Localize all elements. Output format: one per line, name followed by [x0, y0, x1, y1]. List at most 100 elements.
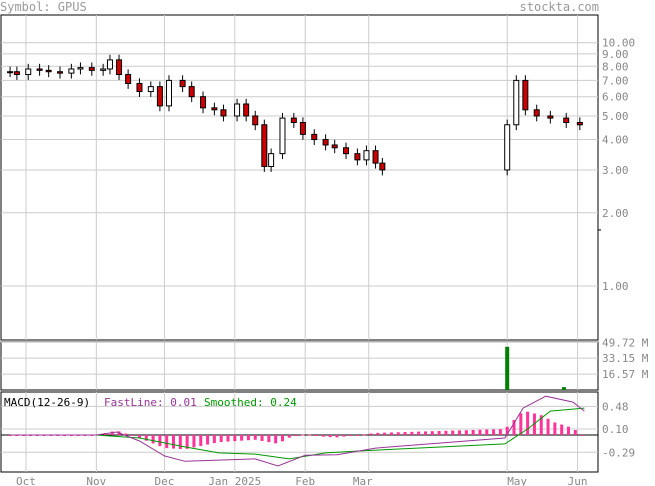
macd-histogram-bar	[246, 434, 250, 441]
macd-histogram-bar	[553, 422, 557, 435]
price-tick-label: 1.00	[602, 280, 629, 293]
x-axis-label: Jun	[568, 475, 588, 486]
macd-histogram-bar	[464, 430, 468, 435]
x-axis-label: Jan 2025	[208, 475, 261, 486]
macd-histogram-bar	[165, 434, 169, 449]
macd-histogram-bar	[498, 429, 502, 435]
macd-histogram-bar	[226, 434, 230, 442]
macd-histogram-bar	[485, 429, 489, 435]
volume-tick-label: 33.15 M	[602, 352, 649, 365]
macd-histogram-bar	[280, 434, 284, 442]
macd-histogram-bar	[321, 434, 325, 437]
macd-histogram-bar	[212, 434, 216, 444]
candle-body	[220, 109, 227, 117]
macd-histogram-bar	[219, 434, 223, 442]
x-axis-label: Dec	[154, 475, 174, 486]
candle-body	[252, 115, 259, 126]
candle-body	[547, 115, 554, 119]
candle-body	[45, 69, 52, 73]
candle-body	[125, 74, 132, 84]
candle-body	[379, 162, 386, 171]
macd-histogram-bar	[110, 431, 114, 435]
candle-body	[563, 117, 570, 124]
macd-histogram-bar	[8, 434, 12, 436]
macd-histogram-bar	[151, 434, 155, 444]
macd-smoothed-legend: Smoothed: 0.24	[204, 396, 297, 409]
candle-body	[576, 122, 583, 126]
macd-histogram-bar	[192, 434, 196, 448]
x-axis-label: Feb	[295, 475, 315, 486]
macd-histogram-bar	[410, 431, 414, 435]
candle-body	[156, 86, 163, 107]
candle-body	[116, 59, 123, 76]
macd-histogram-bar	[287, 434, 291, 438]
macd-histogram-bar	[423, 431, 427, 435]
candle-body	[372, 150, 379, 164]
candle-body	[106, 59, 113, 70]
macd-histogram-bar	[403, 432, 407, 435]
candle-body	[36, 68, 43, 71]
macd-histogram-bar	[328, 434, 332, 438]
panel-frame-2	[0, 341, 599, 391]
macd-histogram-bar	[580, 434, 584, 436]
price-tick-label: 9.00	[602, 48, 629, 61]
macd-histogram-bar	[376, 432, 380, 435]
macd-histogram-bar	[206, 434, 210, 445]
volume-bar	[505, 346, 510, 390]
macd-histogram-bar	[260, 434, 264, 441]
macd-histogram-bar	[396, 432, 400, 435]
volume-tick-label: 49.72 M	[602, 336, 649, 349]
macd-histogram-bar	[417, 431, 421, 435]
macd-histogram-bar	[274, 434, 278, 444]
macd-histogram-bar	[526, 411, 530, 435]
price-tick-label: 10.00	[602, 37, 635, 50]
macd-histogram-bar	[124, 433, 128, 435]
site-label[interactable]: stockta.com	[519, 0, 599, 14]
macd-histogram-bar	[253, 434, 257, 440]
macd-histogram-bar	[342, 434, 346, 437]
symbol-label: Symbol: GPUS	[0, 0, 87, 14]
candle-body	[77, 67, 84, 70]
volume-tick-label: 16.57 M	[602, 368, 649, 381]
macd-fastline-legend: FastLine: 0.01	[104, 396, 197, 409]
candle-body	[299, 122, 306, 135]
macd-histogram-bar	[430, 431, 434, 435]
macd-fast-line	[10, 395, 585, 467]
macd-tick-label: 0.48	[602, 400, 629, 413]
panel-frame-1	[0, 14, 599, 341]
candle-body	[363, 150, 370, 161]
price-tick-label: 7.00	[602, 74, 629, 87]
price-tick-label: 4.00	[602, 134, 629, 147]
macd-histogram-bar	[519, 413, 523, 435]
macd-histogram-bar	[315, 434, 319, 436]
candle-body	[188, 86, 195, 98]
macd-histogram-bar	[178, 434, 182, 450]
macd-histogram-bar	[144, 434, 148, 441]
price-tick-label: 5.00	[602, 110, 629, 123]
macd-histogram-bar	[301, 434, 305, 436]
macd-histogram-bar	[137, 434, 141, 438]
macd-histogram-bar	[505, 426, 509, 435]
macd-title: MACD(12-26-9)	[4, 396, 90, 409]
candle-body	[100, 68, 107, 71]
candle-body	[331, 144, 338, 149]
macd-histogram-bar	[369, 433, 373, 435]
candle-body	[147, 86, 154, 93]
macd-smoothed-line	[10, 407, 585, 460]
macd-histogram-bar	[185, 434, 189, 449]
candle-body	[234, 103, 241, 117]
volume-bar	[561, 387, 566, 390]
macd-histogram-bar	[546, 418, 550, 435]
macd-histogram-bar	[573, 430, 577, 435]
macd-histogram-bar	[560, 424, 564, 435]
macd-histogram-bar	[492, 429, 496, 435]
macd-histogram-bar	[308, 434, 312, 436]
macd-histogram-bar	[389, 432, 393, 435]
candle-body	[57, 71, 64, 74]
price-tick-label: 6.00	[602, 91, 629, 104]
macd-histogram-bar	[362, 434, 366, 436]
macd-tick-label: 0.10	[602, 423, 629, 436]
macd-histogram-bar	[512, 420, 516, 435]
candle-body	[136, 82, 143, 93]
macd-histogram-bar	[383, 432, 387, 435]
